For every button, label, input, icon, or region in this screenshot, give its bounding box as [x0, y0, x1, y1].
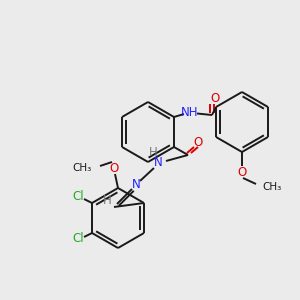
Text: N: N	[132, 178, 140, 191]
Text: O: O	[210, 92, 220, 106]
Text: Cl: Cl	[72, 190, 84, 203]
Text: CH₃: CH₃	[73, 163, 92, 173]
Text: O: O	[237, 166, 247, 178]
Text: N: N	[154, 157, 162, 169]
Text: Cl: Cl	[72, 232, 84, 245]
Text: O: O	[110, 161, 118, 175]
Text: O: O	[194, 136, 202, 148]
Text: CH₃: CH₃	[262, 182, 281, 192]
Text: H: H	[103, 194, 111, 208]
Text: H: H	[148, 146, 158, 160]
Text: NH: NH	[181, 106, 199, 119]
